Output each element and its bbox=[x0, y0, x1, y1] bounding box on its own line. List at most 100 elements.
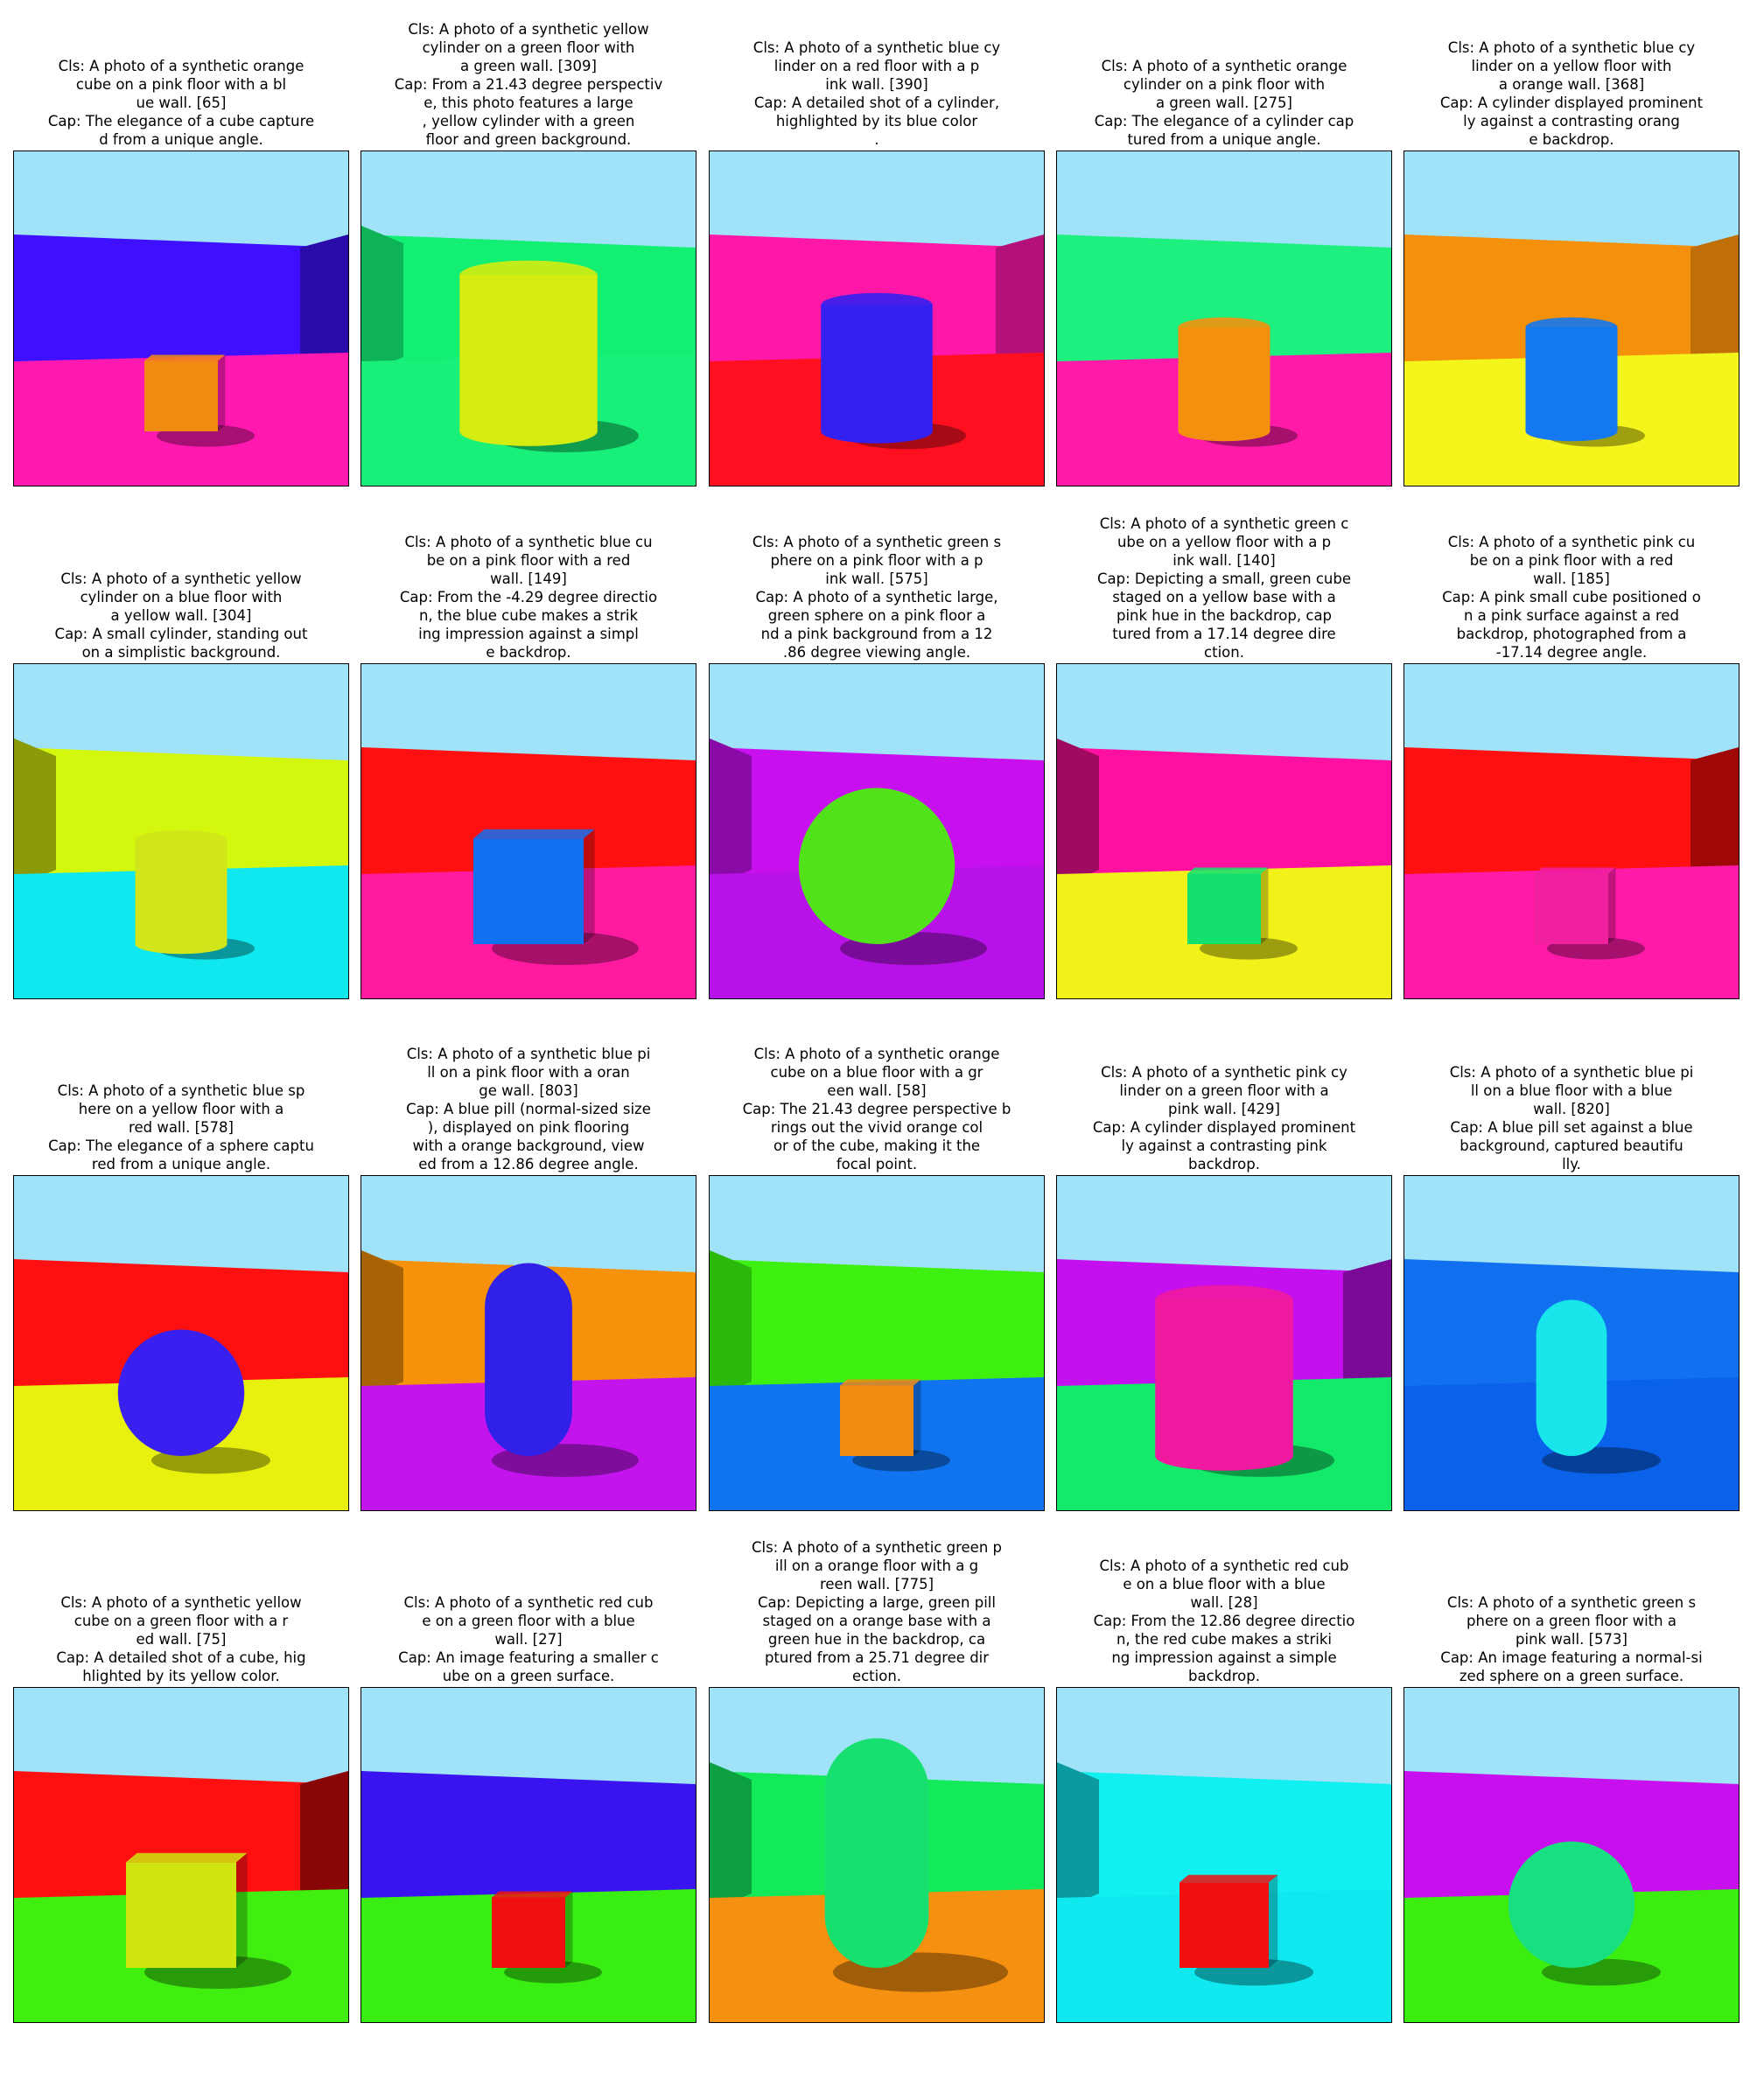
caption-line: cylinder on a green floor with bbox=[422, 39, 635, 56]
object-cylinder bbox=[1155, 1284, 1334, 1477]
grid-cell: Cls: A photo of a synthetic red cub e on … bbox=[360, 1498, 696, 2023]
caption-line: Cap: An image featuring a smaller c bbox=[398, 1649, 659, 1666]
object-cube bbox=[492, 1891, 602, 1984]
cylinder-body bbox=[459, 275, 598, 431]
grid-cell: Cls: A photo of a synthetic blue pi ll on… bbox=[360, 986, 696, 1511]
panel-caption: Cls: A photo of a synthetic orange cylind… bbox=[1056, 57, 1392, 149]
cylinder-top bbox=[459, 260, 598, 290]
panel-caption: Cls: A photo of a synthetic pink cu be on… bbox=[1404, 533, 1740, 662]
side-wall bbox=[361, 226, 403, 374]
caption-line: a green wall. [275] bbox=[1156, 94, 1292, 111]
caption-line: Cls: A photo of a synthetic green p bbox=[751, 1539, 1003, 1556]
caption-line: phere on a green floor with a bbox=[1466, 1613, 1676, 1629]
caption-line: ube on a green surface. bbox=[442, 1668, 615, 1684]
caption-line: e on a green floor with a blue bbox=[422, 1613, 635, 1629]
pill-body bbox=[1536, 1299, 1607, 1456]
cube-side bbox=[1608, 867, 1616, 944]
caption-line: Cls: A photo of a synthetic blue pi bbox=[1449, 1064, 1694, 1081]
scene-image bbox=[1056, 663, 1392, 999]
cylinder-bottom bbox=[1525, 421, 1618, 442]
cylinder-top bbox=[821, 292, 933, 318]
cube-face bbox=[840, 1385, 914, 1456]
grid-cell: Cls: A photo of a synthetic orange cylind… bbox=[1056, 0, 1392, 486]
scene-image bbox=[360, 1687, 696, 2023]
grid-cell: Cls: A photo of a synthetic orange cube o… bbox=[13, 0, 349, 486]
sphere-body bbox=[798, 788, 956, 944]
scene-render bbox=[1404, 1176, 1739, 1510]
cube-face bbox=[1535, 873, 1608, 944]
caption-line: ue wall. [65] bbox=[136, 94, 227, 111]
caption-line: backdrop, photographed from a bbox=[1456, 626, 1687, 642]
panel-caption: Cls: A photo of a synthetic yellow cylind… bbox=[13, 570, 349, 662]
cylinder-body bbox=[1525, 327, 1618, 431]
caption-line: d from a unique angle. bbox=[99, 131, 263, 148]
cube-top bbox=[1180, 1874, 1278, 1883]
side-wall bbox=[996, 234, 1044, 374]
object-cube bbox=[1187, 867, 1298, 960]
scene-image bbox=[1056, 1175, 1392, 1511]
back-wall bbox=[361, 747, 696, 878]
grid-cell: Cls: A photo of a synthetic blue cy linde… bbox=[1404, 0, 1740, 486]
cube-top bbox=[126, 1852, 248, 1863]
scene-render bbox=[1404, 1688, 1739, 2022]
object-cube bbox=[126, 1852, 291, 1989]
caption-line: wall. [820] bbox=[1533, 1101, 1610, 1117]
grid-cell: Cls: A photo of a synthetic red cub e on … bbox=[1056, 1498, 1392, 2023]
scene-image bbox=[1056, 1687, 1392, 2023]
object-cylinder bbox=[459, 260, 639, 452]
cylinder-body bbox=[821, 304, 933, 431]
caption-line: , yellow cylinder with a green bbox=[422, 113, 635, 130]
caption-line: een wall. [58] bbox=[827, 1082, 927, 1099]
panel-caption: Cls: A photo of a synthetic red cub e on … bbox=[1056, 1557, 1392, 1685]
cube-top bbox=[473, 829, 595, 839]
cylinder-body bbox=[135, 840, 228, 944]
scene-image bbox=[709, 1175, 1045, 1511]
caption-line: Cap: From the -4.29 degree directio bbox=[399, 589, 658, 606]
scene-render bbox=[14, 1176, 348, 1510]
caption-line: here on a yellow floor with a bbox=[78, 1101, 284, 1117]
side-wall bbox=[710, 1250, 752, 1399]
cylinder-top bbox=[1525, 317, 1618, 338]
cylinder-bottom bbox=[459, 416, 598, 446]
caption-line: Cap: A detailed shot of a cube, hig bbox=[56, 1649, 306, 1666]
caption-line: linder on a yellow floor with bbox=[1471, 58, 1672, 74]
cube-side bbox=[914, 1379, 921, 1456]
cylinder-top bbox=[1155, 1284, 1293, 1315]
caption-line: ng impression against a simple bbox=[1111, 1649, 1337, 1666]
back-wall bbox=[1404, 747, 1739, 878]
caption-line: Cap: A detailed shot of a cylinder, bbox=[753, 94, 1000, 111]
caption-line: Cls: A photo of a synthetic pink cu bbox=[1447, 534, 1696, 550]
caption-line: be on a pink floor with a red bbox=[426, 552, 631, 569]
caption-line: green sphere on a pink floor a bbox=[767, 607, 986, 624]
scene-render bbox=[361, 151, 696, 486]
caption-line: nd a pink background from a 12 bbox=[760, 626, 993, 642]
grid-cell: Cls: A photo of a synthetic blue cy linde… bbox=[709, 0, 1045, 486]
object-cube bbox=[473, 829, 639, 965]
side-wall bbox=[1343, 1259, 1391, 1399]
caption-line: Cap: A cylinder displayed prominent bbox=[1092, 1119, 1356, 1136]
caption-line: ection. bbox=[851, 1668, 902, 1684]
caption-line: cube on a green floor with a r bbox=[74, 1613, 289, 1629]
caption-line: n, the blue cube makes a strik bbox=[418, 607, 639, 624]
cube-face bbox=[126, 1862, 236, 1968]
object-cylinder bbox=[821, 292, 966, 450]
caption-line: Cls: A photo of a synthetic orange bbox=[753, 1046, 1000, 1062]
cube-side bbox=[218, 354, 226, 431]
caption-line: staged on a orange base with a bbox=[762, 1613, 991, 1629]
scene-image bbox=[13, 1175, 349, 1511]
caption-line: pink hue in the backdrop, cap bbox=[1116, 607, 1333, 624]
caption-line: Cap: From a 21.43 degree perspectiv bbox=[394, 76, 663, 93]
scene-render bbox=[1057, 1688, 1391, 2022]
caption-line: ink wall. [575] bbox=[825, 570, 928, 587]
caption-line: ing impression against a simpl bbox=[418, 626, 639, 642]
caption-line: hlighted by its yellow color. bbox=[82, 1668, 280, 1684]
scene-image bbox=[13, 1687, 349, 2023]
cube-face bbox=[492, 1897, 565, 1968]
caption-line: n, the red cube makes a striki bbox=[1116, 1631, 1333, 1648]
back-wall bbox=[1404, 1771, 1739, 1902]
grid-cell: Cls: A photo of a synthetic green c ube o… bbox=[1056, 474, 1392, 999]
caption-line: ly against a contrasting pink bbox=[1121, 1138, 1327, 1154]
scene-image bbox=[1404, 1687, 1740, 2023]
caption-line: floor and green background. bbox=[425, 131, 632, 148]
caption-line: ill on a orange floor with a g bbox=[774, 1558, 979, 1574]
